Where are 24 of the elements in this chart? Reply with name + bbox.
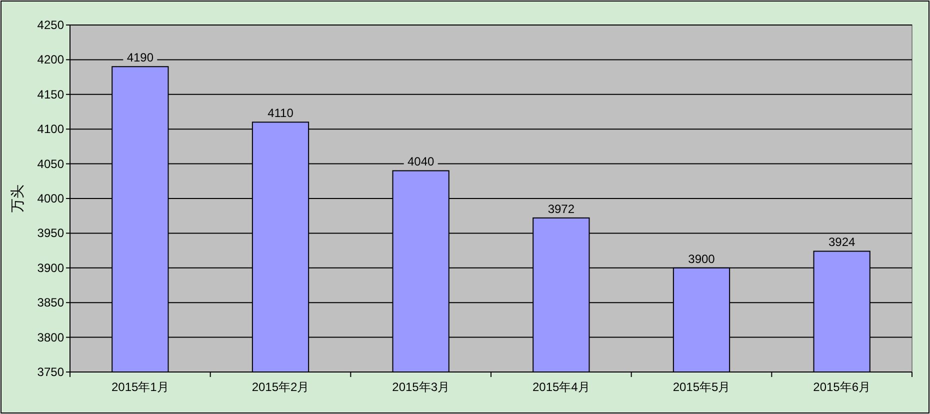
data-label: 4110	[268, 106, 294, 120]
y-tick-label: 3750	[37, 365, 64, 379]
y-tick-label: 4000	[37, 192, 64, 206]
y-axis-title: 万头	[9, 184, 25, 212]
x-tick-label: 2015年4月	[532, 380, 590, 394]
data-label: 4040	[407, 154, 435, 169]
x-tick-label: 2015年3月	[392, 380, 450, 394]
y-tick-label: 4100	[37, 122, 64, 136]
y-tick-label: 4150	[37, 87, 64, 102]
y-tick-label: 4200	[37, 52, 64, 67]
x-tick-label: 2015年2月	[252, 380, 310, 394]
data-label: 3972	[548, 202, 575, 216]
y-tick-label: 4250	[37, 18, 64, 32]
x-tick-label: 2015年5月	[672, 380, 730, 394]
x-tick-label: 2015年6月	[813, 380, 871, 394]
y-tick-label: 3800	[37, 330, 64, 344]
y-tick-label: 4050	[37, 156, 64, 171]
data-label: 4190	[126, 50, 154, 65]
y-tick-label: 3850	[37, 296, 64, 310]
data-label: 3900	[688, 252, 716, 266]
x-tick-label: 2015年1月	[111, 380, 169, 394]
y-tick-label: 3950	[37, 226, 64, 240]
y-tick-label: 3900	[37, 260, 64, 275]
data-label: 3924	[828, 235, 856, 250]
